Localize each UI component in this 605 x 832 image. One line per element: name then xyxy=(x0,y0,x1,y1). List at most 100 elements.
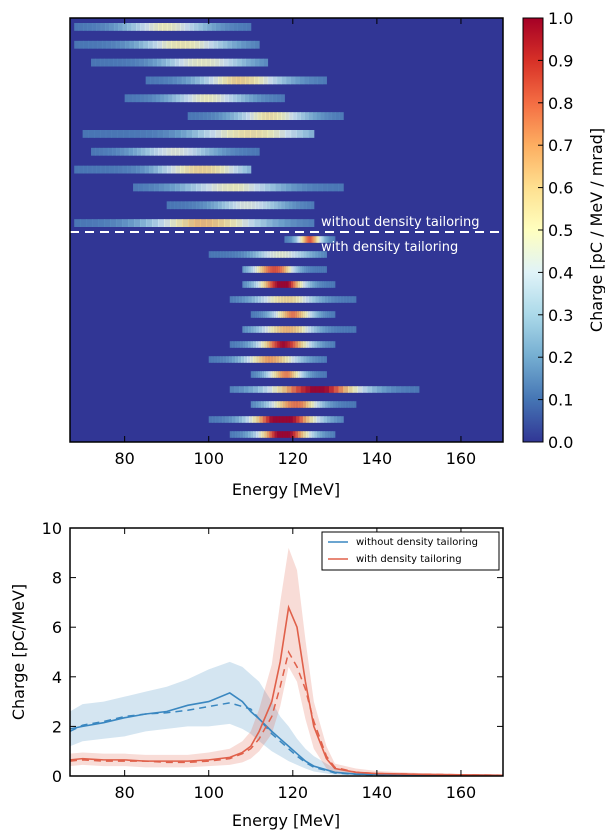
shot-with-10-cell-16 xyxy=(305,386,311,393)
shot-without-9-cell-9 xyxy=(180,183,187,192)
shot-without-10-cell-3 xyxy=(177,201,182,210)
shot-without-10-cell-18 xyxy=(232,201,238,210)
shot-with-12-cell-17 xyxy=(265,416,270,423)
shot-with-8-cell-10 xyxy=(238,356,242,363)
shot-without-0-cell-15 xyxy=(140,22,146,31)
shot-with-1-cell-22 xyxy=(273,251,277,258)
shot-with-13-cell-25 xyxy=(295,431,299,438)
shot-without-3-cell-38 xyxy=(317,76,323,85)
shot-without-5-cell-6 xyxy=(211,112,216,121)
shot-without-0-cell-2 xyxy=(83,22,88,31)
shot-without-1-cell-34 xyxy=(231,40,237,49)
shot-without-0-cell-39 xyxy=(246,22,252,31)
shot-with-3-cell-0 xyxy=(242,281,246,288)
shot-without-10-cell-0 xyxy=(166,201,171,210)
shot-without-6-cell-32 xyxy=(267,129,274,138)
line-chart-x-tick-label-1: 100 xyxy=(193,783,224,802)
shot-without-11-cell-39 xyxy=(307,219,315,228)
shot-without-10-cell-39 xyxy=(310,201,315,210)
shot-with-6-cell-31 xyxy=(330,326,334,333)
shot-with-10-cell-35 xyxy=(395,386,401,393)
line-chart-x-axis-label: Energy [MeV] xyxy=(232,811,340,830)
shot-with-12-cell-24 xyxy=(289,416,294,423)
shot-with-6-cell-39 xyxy=(353,326,357,333)
shot-with-5-cell-36 xyxy=(326,311,330,318)
shot-without-5-cell-19 xyxy=(261,112,266,121)
shot-without-4-cell-14 xyxy=(180,94,186,103)
shot-without-5-cell-29 xyxy=(300,112,305,121)
shot-without-2-cell-2 xyxy=(99,58,105,67)
shot-without-5-cell-38 xyxy=(335,112,340,121)
shot-without-3-cell-8 xyxy=(181,76,187,85)
shot-without-8-cell-8 xyxy=(109,165,115,174)
shot-without-10-cell-28 xyxy=(269,201,274,210)
shot-with-8-cell-13 xyxy=(246,356,251,363)
shot-without-4-cell-0 xyxy=(124,94,130,103)
shot-without-11-cell-6 xyxy=(110,219,117,228)
shot-without-9-cell-39 xyxy=(337,183,344,192)
shot-without-2-cell-11 xyxy=(139,58,145,67)
shot-with-1-cell-5 xyxy=(223,251,227,258)
shot-with-8-cell-0 xyxy=(208,356,213,363)
shot-with-6-cell-22 xyxy=(304,326,309,333)
shot-with-2-cell-34 xyxy=(313,266,317,273)
shot-without-5-cell-24 xyxy=(281,112,286,121)
shot-with-11-cell-31 xyxy=(332,401,336,408)
shot-with-10-cell-12 xyxy=(286,386,292,393)
shot-with-2-cell-25 xyxy=(294,266,298,273)
shot-without-7-cell-23 xyxy=(187,147,193,156)
shot-without-2-cell-15 xyxy=(157,58,163,67)
shot-without-0-cell-30 xyxy=(206,22,212,31)
shot-with-7-cell-18 xyxy=(277,341,281,348)
shot-with-1-cell-39 xyxy=(323,251,327,258)
shot-without-8-cell-23 xyxy=(175,165,181,174)
shot-without-9-cell-3 xyxy=(148,183,155,192)
shot-with-11-cell-0 xyxy=(250,401,254,408)
shot-with-6-cell-6 xyxy=(259,326,263,333)
shot-with-5-cell-4 xyxy=(259,311,262,318)
shot-with-0-cell-12 xyxy=(299,236,302,243)
shot-without-9-cell-10 xyxy=(185,183,192,192)
shot-with-9-cell-13 xyxy=(275,371,278,378)
shot-without-0-cell-21 xyxy=(166,22,172,31)
shot-without-2-cell-4 xyxy=(108,58,114,67)
shot-without-8-cell-34 xyxy=(224,165,230,174)
shot-without-4-cell-7 xyxy=(152,94,158,103)
shot-without-11-cell-1 xyxy=(80,219,87,228)
shot-without-3-cell-7 xyxy=(177,76,183,85)
shot-with-11-cell-8 xyxy=(271,401,275,408)
shot-with-10-cell-29 xyxy=(366,386,373,393)
shot-with-3-cell-14 xyxy=(274,281,278,288)
shot-with-6-cell-26 xyxy=(316,326,320,333)
shot-with-12-cell-0 xyxy=(208,416,213,423)
shot-without-8-cell-7 xyxy=(105,165,111,174)
shot-with-5-cell-9 xyxy=(269,311,273,318)
shot-without-7-cell-25 xyxy=(196,147,201,156)
shot-without-6-cell-12 xyxy=(151,129,159,138)
shot-with-10-cell-32 xyxy=(381,386,387,393)
shot-without-10 xyxy=(166,201,315,210)
shot-with-4-cell-26 xyxy=(311,296,316,303)
shot-with-7 xyxy=(229,341,336,348)
shot-without-9-cell-36 xyxy=(322,183,328,192)
shot-with-8-cell-4 xyxy=(220,356,224,363)
shot-without-8-cell-6 xyxy=(100,165,106,174)
band-without xyxy=(70,661,503,776)
shot-without-10-cell-12 xyxy=(210,201,216,210)
shot-without-7-cell-0 xyxy=(91,147,96,156)
shot-with-0-cell-8 xyxy=(294,236,297,243)
shot-without-2-cell-7 xyxy=(121,58,127,67)
shot-without-0-cell-20 xyxy=(162,22,168,31)
shot-without-11-cell-20 xyxy=(194,219,201,228)
shot-without-11-cell-26 xyxy=(229,219,237,228)
shot-without-8-cell-32 xyxy=(215,165,221,174)
shot-with-9-cell-6 xyxy=(262,371,265,378)
shot-without-11-cell-22 xyxy=(205,219,213,228)
shot-with-5-cell-22 xyxy=(297,311,300,318)
shot-with-1-cell-33 xyxy=(305,251,310,258)
shot-without-8-cell-29 xyxy=(202,165,208,174)
shot-without-4-cell-18 xyxy=(196,94,202,103)
shot-without-2-cell-19 xyxy=(174,58,180,67)
shot-with-10-cell-28 xyxy=(362,386,368,393)
shot-without-6-cell-35 xyxy=(284,129,292,138)
